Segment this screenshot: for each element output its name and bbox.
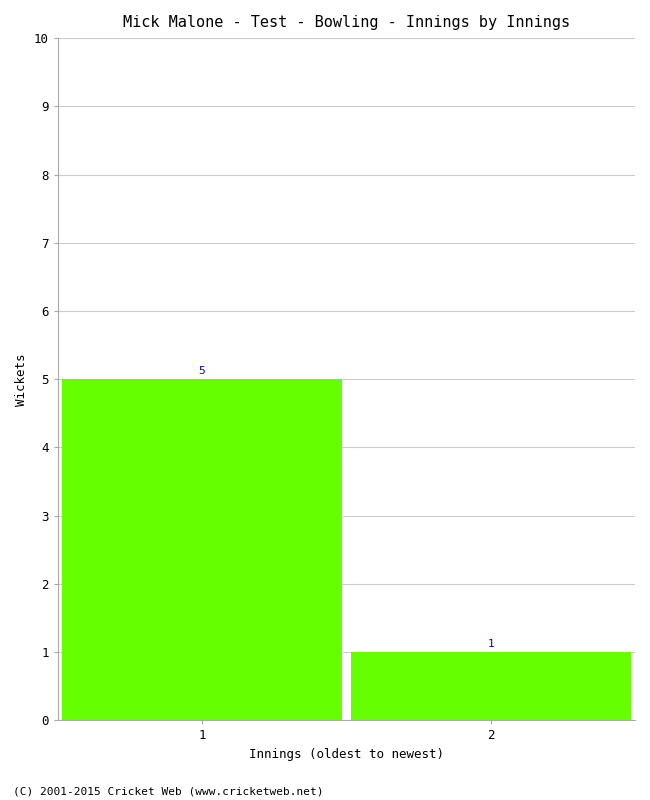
Bar <box>62 379 342 721</box>
Text: 1: 1 <box>488 638 494 649</box>
Y-axis label: Wickets: Wickets <box>15 353 28 406</box>
X-axis label: Innings (oldest to newest): Innings (oldest to newest) <box>249 748 444 761</box>
Title: Mick Malone - Test - Bowling - Innings by Innings: Mick Malone - Test - Bowling - Innings b… <box>123 15 570 30</box>
Bar <box>350 652 630 721</box>
Text: (C) 2001-2015 Cricket Web (www.cricketweb.net): (C) 2001-2015 Cricket Web (www.cricketwe… <box>13 786 324 796</box>
Text: 5: 5 <box>198 366 205 376</box>
